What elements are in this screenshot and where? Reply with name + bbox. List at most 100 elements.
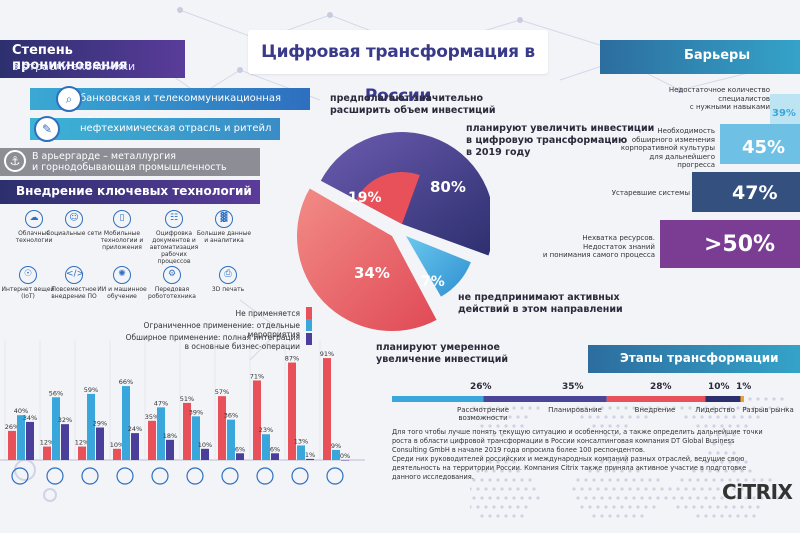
map-dot (748, 397, 752, 401)
map-dot (480, 496, 484, 500)
tech-item-label: Социальные сети (46, 230, 102, 237)
bar-value-label: 6% (235, 445, 245, 453)
map-dot (484, 487, 488, 491)
map-dot (484, 469, 488, 473)
map-dot (764, 487, 768, 491)
bar-value-label: 34% (23, 414, 37, 422)
map-dot (648, 496, 652, 500)
legend-swatch-purple (306, 333, 312, 345)
pie-slice-7 (406, 236, 471, 297)
map-dot (592, 478, 596, 482)
map-dot (496, 514, 500, 518)
bar-value-label: 36% (224, 412, 238, 420)
bar (332, 449, 340, 460)
bar (113, 448, 121, 460)
map-dot (752, 496, 756, 500)
tech-item-documents: ☷ Оцифровка документов и автоматизация р… (146, 210, 202, 265)
map-dot (580, 487, 584, 491)
bar-value-label: 13% (294, 437, 308, 445)
printer-icon: ⎙ (219, 266, 237, 284)
pie-annotation-bottom: планируют умеренное увеличение инвестици… (376, 342, 508, 366)
barrier-line: специалистов (718, 94, 770, 103)
map-dot (492, 433, 496, 437)
barrier-line: Нехватка ресурсов. (582, 234, 655, 242)
map-dot (624, 514, 628, 518)
map-dot (528, 496, 532, 500)
cloud-icon: ☁ (25, 210, 43, 228)
map-dot (676, 505, 680, 509)
page-title: Цифровая трансформация в России (261, 42, 535, 106)
map-dot (580, 415, 584, 419)
map-dot (496, 424, 500, 428)
map-dot (480, 478, 484, 482)
map-dot (744, 478, 748, 482)
tech-item-social: ☺ Социальные сети (46, 210, 102, 237)
barriers-header: Барьеры (600, 40, 800, 74)
map-dot (748, 505, 752, 509)
map-dot (688, 496, 692, 500)
map-dot (636, 505, 640, 509)
pie-annotation-top: предполагают значительно расширить объем… (330, 93, 496, 117)
stage-line: возможности (458, 414, 508, 422)
map-dot (632, 496, 636, 500)
map-dot (512, 496, 516, 500)
annotation-line: расширить объем инвестиций (330, 105, 496, 116)
bar-value-label: 59% (84, 386, 98, 394)
map-dot (584, 406, 588, 410)
map-dot (696, 514, 700, 518)
bar (271, 453, 279, 460)
map-dot (516, 415, 520, 419)
map-dot (524, 415, 528, 419)
map-dot (740, 505, 744, 509)
tech-item-label: Мобильные технологии и приложения (100, 230, 144, 251)
map-dot (492, 415, 496, 419)
map-dot (612, 433, 616, 437)
map-dot (724, 415, 728, 419)
barrier-line: для дальнейшего прогресса (649, 152, 715, 170)
stage-label-4: Лидерство (695, 406, 735, 414)
map-dot (516, 487, 520, 491)
stage-pct-1: 26% (470, 382, 492, 392)
barrier-band-4 (660, 220, 800, 268)
phone-icon: ▯ (113, 210, 131, 228)
map-dot (488, 478, 492, 482)
map-dot (720, 406, 724, 410)
bar (61, 424, 69, 460)
map-dot (736, 478, 740, 482)
map-dot (492, 487, 496, 491)
map-dot (780, 487, 784, 491)
barrier-text-3: Устаревшие системы (590, 189, 690, 198)
map-dot (572, 487, 576, 491)
bar-value-label: 91% (320, 350, 334, 358)
legend-label: Не применяется (235, 309, 300, 318)
map-dot (700, 415, 704, 419)
stage-segment (705, 396, 741, 402)
map-dot (728, 496, 732, 500)
map-dot (784, 406, 788, 410)
map-dot (732, 415, 736, 419)
bar (253, 380, 261, 460)
bar (131, 433, 139, 460)
map-dot (512, 460, 516, 464)
map-dot (728, 406, 732, 410)
bar-value-label: 10% (198, 441, 212, 449)
map-dot (680, 406, 684, 410)
map-dot (504, 478, 508, 482)
map-dot (692, 415, 696, 419)
map-dot (520, 514, 524, 518)
map-dot (720, 478, 724, 482)
map-dot (736, 514, 740, 518)
brain-icon: ✺ (113, 266, 131, 284)
anchor-icon: ⚓ (4, 150, 26, 172)
map-dot (752, 406, 756, 410)
tech-item-label: Передовая робототехника (148, 286, 196, 300)
map-dot (608, 406, 612, 410)
bar-value-label: 26% (5, 423, 19, 431)
tech-item-bigdata: ▓ Большие данные и аналитика (196, 210, 252, 244)
bar-value-label: 57% (215, 388, 229, 396)
map-dot (616, 514, 620, 518)
map-dot (470, 415, 472, 419)
category-icon (46, 467, 64, 485)
bar (341, 460, 349, 461)
map-dot (476, 487, 480, 491)
